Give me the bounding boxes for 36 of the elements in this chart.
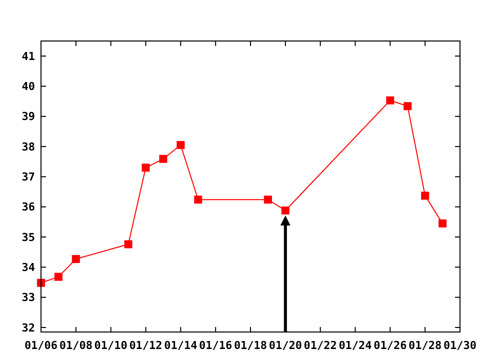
x-tick-label: 01/18 (234, 339, 268, 352)
point (159, 154, 168, 163)
x-tick-label: 01/14 (164, 339, 198, 352)
x-tick-label: 01/08 (59, 339, 92, 352)
y-tick-label: 41 (22, 50, 36, 63)
y-tick-label: 32 (22, 321, 35, 334)
y-tick-label: 38 (22, 140, 35, 154)
point (176, 141, 185, 150)
x-tick-label: 01/12 (129, 339, 162, 352)
x-tick-label: 01/28 (408, 339, 442, 352)
y-tick-label: 35 (22, 230, 35, 244)
point (404, 102, 412, 110)
point (438, 219, 447, 228)
point (386, 96, 394, 104)
x-tick-label: 01/26 (374, 339, 408, 352)
x-tick-label: 01/20 (268, 339, 302, 352)
y-tick-label: 34 (22, 261, 36, 274)
x-tick-label: 01/10 (94, 339, 128, 352)
y-tick-label: 40 (22, 80, 35, 94)
point (142, 164, 150, 172)
point (54, 272, 62, 281)
x-tick-label: 01/06 (24, 339, 58, 352)
x-tick-label: 01/24 (338, 339, 372, 352)
point (421, 192, 430, 200)
y-tick-label: 37 (22, 170, 35, 184)
x-tick-label: 01/30 (443, 339, 477, 352)
point (124, 240, 132, 248)
point (194, 196, 202, 204)
x-tick-label: 01/22 (304, 339, 337, 352)
y-tick-label: 39 (22, 110, 35, 124)
y-tick-label: 33 (22, 291, 35, 304)
y-tick-label: 36 (22, 200, 36, 214)
point (264, 196, 272, 204)
point (72, 255, 80, 264)
point (281, 206, 290, 214)
x-tick-label: 01/16 (199, 339, 233, 352)
